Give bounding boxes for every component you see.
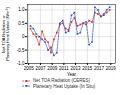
svg-text:0.5: 0.5: [18, 21, 25, 26]
svg-text:2015: 2015: [82, 66, 93, 71]
svg-text:2011: 2011: [59, 66, 69, 71]
html-text:Net TOA Radiation (CERES): Net TOA Radiation (CERES): [33, 78, 91, 83]
svg-text:2019: 2019: [106, 66, 117, 71]
svg-text:-1.0: -1.0: [16, 60, 25, 66]
svg-text:2017: 2017: [94, 66, 105, 71]
svg-text:2005: 2005: [24, 66, 35, 71]
html-text:Planetary Heat Uptake (In Situ: Planetary Heat Uptake (In Situ): [33, 83, 96, 89]
svg-text:2009: 2009: [47, 66, 58, 71]
svg-text:Year: Year: [67, 72, 77, 77]
svg-text:1.0: 1.0: [18, 7, 25, 12]
svg-text:-0.5: -0.5: [17, 48, 25, 53]
svg-text:0: 0: [22, 34, 25, 39]
svg-text:Net TOA Radiation orPlanetary: Net TOA Radiation orPlanetary Heat Uptak…: [1, 7, 10, 61]
svg-text:2013: 2013: [71, 66, 82, 71]
svg-text:2007: 2007: [35, 66, 46, 71]
